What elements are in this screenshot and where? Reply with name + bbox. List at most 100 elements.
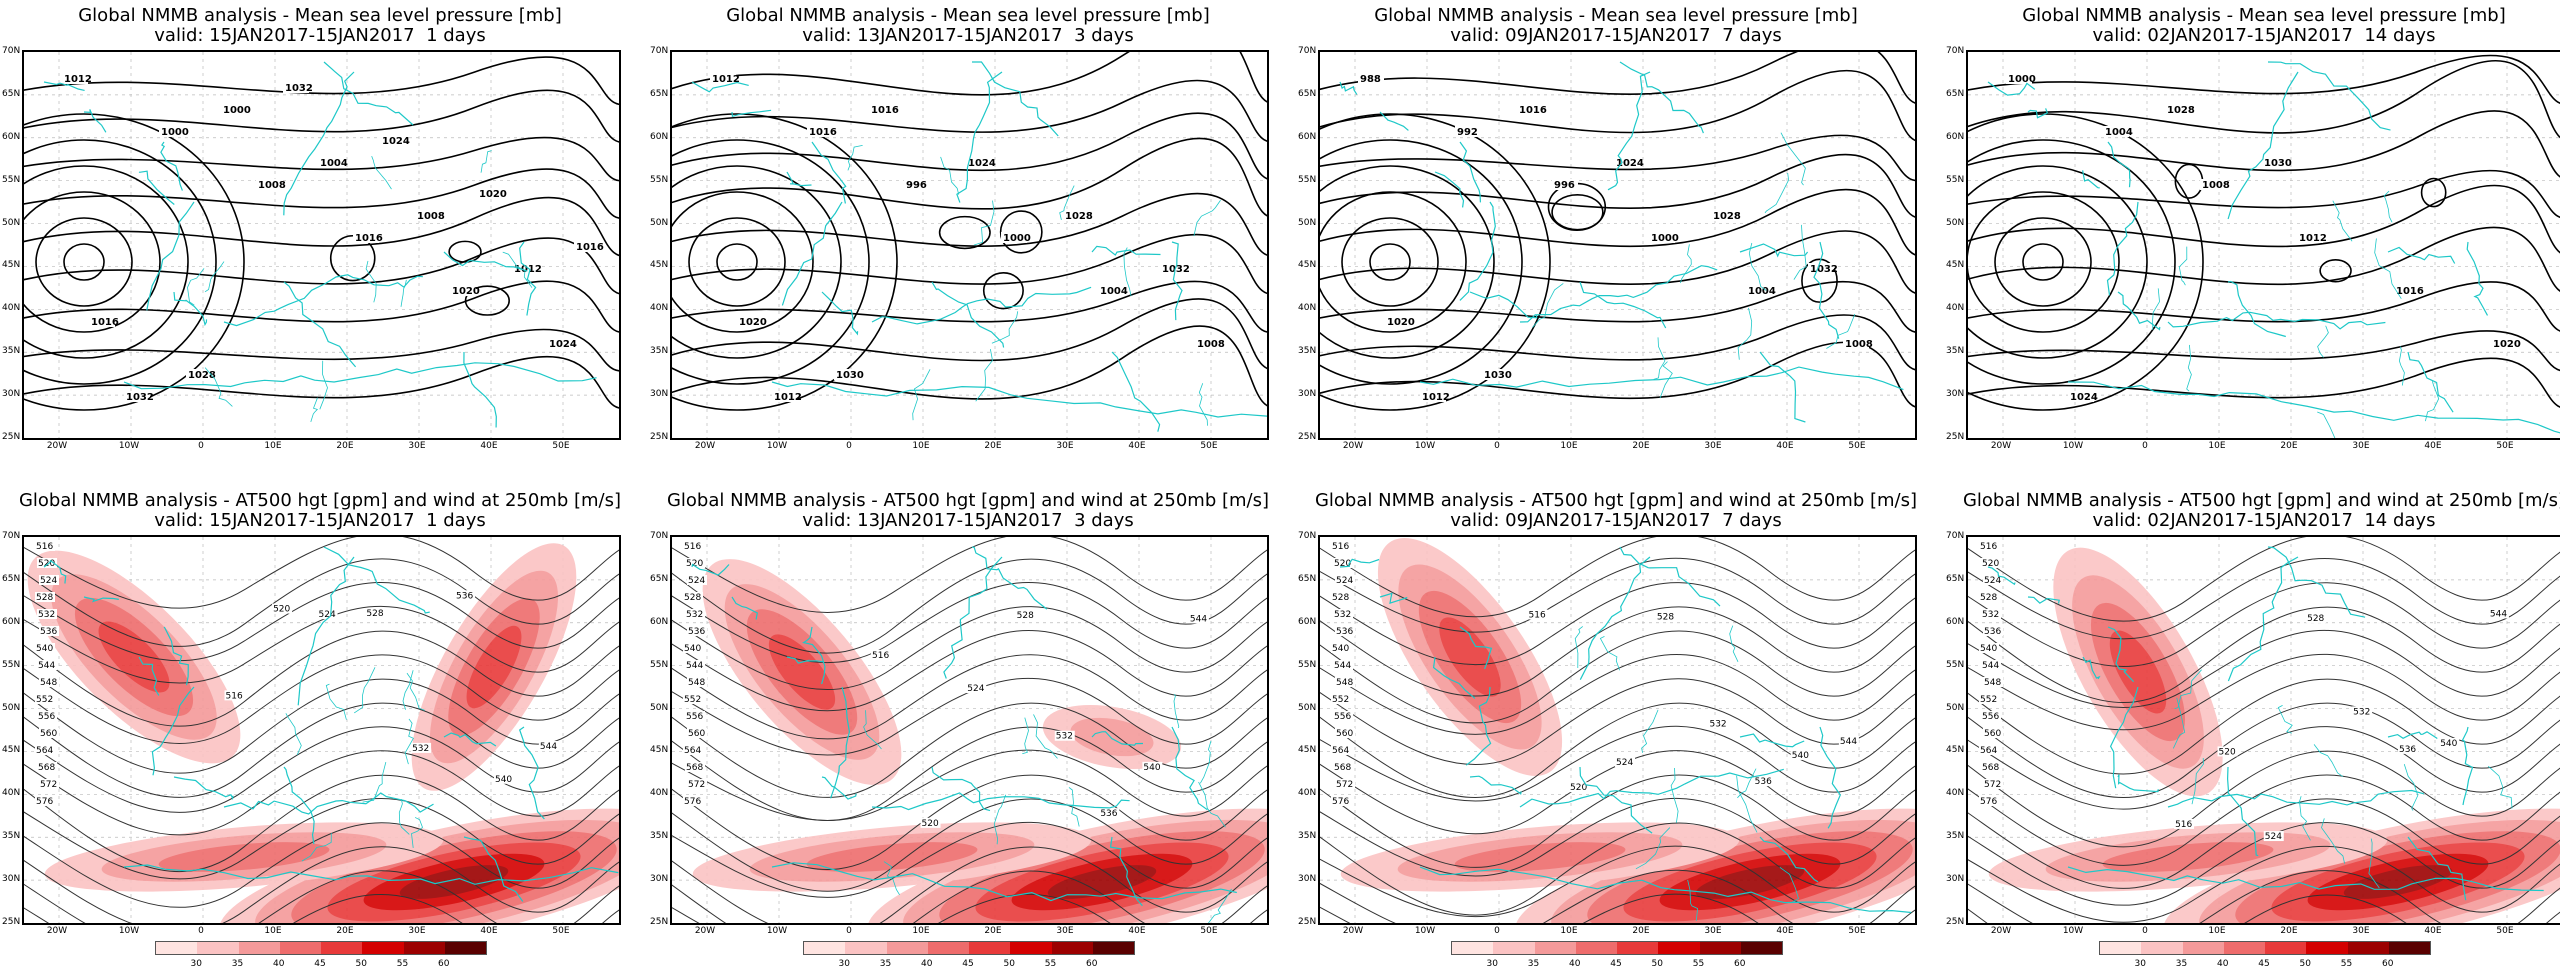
height-label: 560 <box>40 729 57 739</box>
isobar-label: 1008 <box>1197 339 1225 350</box>
lat-label: 35N <box>1298 831 1317 842</box>
lat-label: 40N <box>1298 788 1317 799</box>
lat-label: 70N <box>650 46 669 56</box>
height-contour <box>24 702 619 798</box>
colorbar-label: 30 <box>2134 959 2146 969</box>
height-label: 552 <box>684 695 701 705</box>
colorbar-swatch <box>1740 942 1782 954</box>
lat-label: 50N <box>650 217 669 228</box>
jet-shade <box>158 842 330 872</box>
lon-label: 20W <box>694 441 716 451</box>
map-canvas: 1012 1000 1008 1016 1020 1024 1032 1000 1004 1008… <box>24 52 619 438</box>
colorbar-label: 55 <box>1044 959 1057 969</box>
map-canvas: 988 992 996 1000 1004 1008 1012 1016 1024 1028 103… <box>1320 52 1915 438</box>
lat-label: 35N <box>2 831 21 842</box>
height-label: 536 <box>1336 627 1353 637</box>
z500-map: 516 520 524 528 532 536 540 544 548 552 556 560 564 5… <box>22 535 621 925</box>
jet-shade <box>2343 865 2453 899</box>
lat-label: 35N <box>2 346 21 357</box>
height-label: 576 <box>1332 797 1349 807</box>
lat-label: 55N <box>1298 659 1317 670</box>
graticule <box>24 52 619 438</box>
panel-title-line: Global NMMB analysis - AT500 hgt [gpm] a… <box>666 490 1270 511</box>
lon-label: 10E <box>1560 441 1578 451</box>
panel-title: Global NMMB analysis - Mean sea level pr… <box>1296 6 1936 46</box>
lat-label: 65N <box>2 88 21 99</box>
height-label: 536 <box>1755 777 1772 787</box>
colorbar-label: 45 <box>962 959 974 969</box>
lon-label: 0 <box>846 926 852 936</box>
lon-label: 30E <box>1704 441 1722 451</box>
map-canvas: 1000 1004 1008 1012 1016 1020 1024 1028 1030 <box>1968 52 2560 438</box>
isobar-label: 1020 <box>479 189 507 200</box>
isobar-label: 1012 <box>64 74 92 85</box>
lon-label: 40E <box>2424 441 2442 451</box>
isobar-label: 1032 <box>285 83 313 94</box>
height-labels: 516 520 524 528 532 536 540 544 548 552 556 560 564 5… <box>683 541 1209 829</box>
lon-label: 10W <box>766 441 788 451</box>
lon-label: 20E <box>2280 441 2298 451</box>
height-label: 524 <box>967 684 984 694</box>
colorbar: 30 35 40 45 50 55 60 <box>155 941 487 973</box>
height-label: 520 <box>1570 783 1587 793</box>
isobar-label: 1004 <box>1100 286 1128 297</box>
height-label: 540 <box>1792 751 1809 761</box>
isobar <box>2022 243 2064 281</box>
isobar-label: 1030 <box>836 370 864 381</box>
isobar <box>672 192 1267 256</box>
isobar-label: 1008 <box>258 180 286 191</box>
panel-valid-period: valid: 02JAN2017-15JAN2017 14 days <box>2092 25 2436 46</box>
isobar <box>63 243 105 281</box>
colorbar-label: 50 <box>2299 959 2311 969</box>
isobar <box>1968 357 2560 408</box>
height-label: 544 <box>2490 609 2507 619</box>
colorbar-swatch <box>2265 942 2307 954</box>
jet-shade <box>466 625 522 709</box>
isobar-label: 1024 <box>2070 392 2098 403</box>
height-label: 532 <box>1982 610 1999 620</box>
colorbar-label: 35 <box>231 959 244 969</box>
isobar <box>938 215 991 250</box>
lat-label: 60N <box>1298 616 1317 627</box>
isobar <box>2174 163 2204 199</box>
jet-shade <box>806 842 978 872</box>
height-label: 540 <box>1143 763 1160 773</box>
lat-label: 65N <box>1946 573 1965 584</box>
height-label: 516 <box>36 542 53 552</box>
isobar-label: 992 <box>1457 127 1478 138</box>
map-panel-1: Global NMMB analysis - Mean sea level pr… <box>0 0 640 475</box>
height-label: 544 <box>1190 614 1207 624</box>
isobar-label: 1012 <box>774 392 802 403</box>
lat-label: 35N <box>650 831 669 842</box>
height-label: 556 <box>38 712 55 722</box>
panel-title-line: Global NMMB analysis - AT500 hgt [gpm] a… <box>1314 490 1918 511</box>
panel-valid-period: valid: 02JAN2017-15JAN2017 14 days <box>2092 510 2436 531</box>
isobar <box>672 112 1267 180</box>
isobar <box>1320 52 1915 104</box>
isobar <box>1968 54 2560 105</box>
panel-title: Global NMMB analysis - AT500 hgt [gpm] a… <box>648 491 1288 531</box>
map-panel-4: Global NMMB analysis - Mean sea level pr… <box>1944 0 2560 475</box>
height-label: 520 <box>1982 559 1999 569</box>
colorbar-label: 50 <box>1651 959 1663 969</box>
lon-label: 40E <box>480 926 498 936</box>
height-label: 524 <box>688 576 705 586</box>
panel-valid-period: valid: 15JAN2017-15JAN2017 1 days <box>154 25 486 46</box>
colorbar-swatch <box>1493 942 1535 954</box>
height-label: 540 <box>684 644 701 654</box>
height-contour <box>672 606 1267 690</box>
isobars <box>1320 52 1915 411</box>
lat-label: 55N <box>2 174 21 185</box>
isobar <box>24 237 619 295</box>
lat-label: 60N <box>1946 616 1965 627</box>
lat-label: 30N <box>1298 389 1317 400</box>
isobar-label: 1030 <box>1484 370 1512 381</box>
isobar-label: 1020 <box>2493 339 2521 350</box>
isobar-label: 1004 <box>1748 286 1776 297</box>
isobar <box>24 113 245 411</box>
height-contour <box>1320 678 1915 765</box>
height-contour <box>672 774 1267 871</box>
colorbar-swatch <box>156 942 198 954</box>
height-label: 528 <box>1017 611 1034 621</box>
isobar <box>1320 280 1915 333</box>
